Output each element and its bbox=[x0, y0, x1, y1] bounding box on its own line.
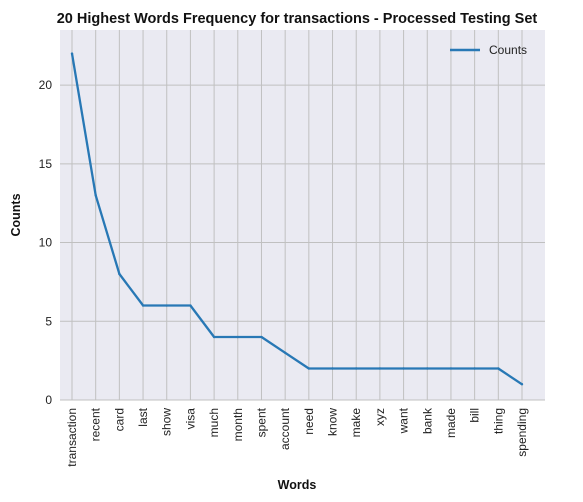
x-tick-label: much bbox=[207, 408, 221, 437]
data-point bbox=[212, 335, 216, 339]
x-axis-label: Words bbox=[278, 478, 317, 492]
x-tick-label: want bbox=[397, 407, 411, 434]
data-point bbox=[355, 367, 358, 370]
plot-area bbox=[60, 30, 545, 400]
series-line bbox=[70, 53, 523, 386]
x-tick-label: spending bbox=[515, 408, 529, 457]
data-point bbox=[473, 367, 476, 370]
x-tick-label: bill bbox=[468, 408, 482, 423]
chart-title: 20 Highest Words Frequency for transacti… bbox=[57, 11, 538, 27]
data-point bbox=[426, 367, 429, 370]
data-point bbox=[283, 351, 287, 354]
data-point bbox=[497, 367, 500, 370]
y-tick-label: 15 bbox=[39, 157, 53, 171]
x-tick-label: xyz bbox=[373, 408, 387, 426]
x-axis: transaction recent card last show visa much mon… bbox=[65, 407, 529, 467]
x-tick-label: show bbox=[160, 408, 174, 436]
data-point bbox=[165, 304, 168, 307]
grid bbox=[60, 30, 545, 401]
y-axis-label: Counts bbox=[9, 193, 23, 236]
data-point bbox=[70, 52, 74, 55]
legend-label: Counts bbox=[489, 43, 527, 57]
series bbox=[70, 52, 524, 386]
x-tick-label: card bbox=[112, 408, 126, 431]
x-tick-label: know bbox=[326, 408, 340, 436]
data-point bbox=[189, 304, 192, 307]
x-tick-label: make bbox=[349, 408, 363, 438]
data-point bbox=[331, 367, 334, 370]
data-point bbox=[307, 367, 311, 370]
data-point bbox=[236, 335, 239, 339]
x-tick-label: made bbox=[444, 408, 458, 438]
x-tick-label: spent bbox=[254, 407, 268, 437]
x-tick-label: transaction bbox=[65, 408, 79, 467]
data-point bbox=[260, 335, 263, 339]
x-tick-label: visa bbox=[183, 408, 197, 430]
data-point bbox=[520, 383, 524, 386]
x-tick-label: account bbox=[278, 407, 292, 450]
y-tick-label: 20 bbox=[39, 78, 53, 92]
x-tick-label: thing bbox=[491, 408, 505, 434]
y-tick-label: 10 bbox=[39, 236, 53, 250]
data-point bbox=[141, 304, 145, 307]
data-point bbox=[118, 272, 121, 276]
x-tick-label: need bbox=[302, 408, 316, 435]
y-tick-label: 0 bbox=[45, 393, 52, 407]
x-tick-label: recent bbox=[89, 407, 103, 441]
x-tick-label: month bbox=[231, 408, 245, 441]
data-point bbox=[402, 367, 405, 370]
y-axis: 0 5 10 15 20 bbox=[39, 78, 53, 407]
legend: Counts bbox=[450, 43, 527, 57]
data-point bbox=[94, 194, 97, 197]
data-point bbox=[378, 367, 382, 370]
y-tick-label: 5 bbox=[45, 314, 52, 328]
data-point bbox=[449, 367, 453, 370]
x-tick-label: last bbox=[136, 407, 150, 426]
x-tick-label: bank bbox=[420, 407, 434, 434]
